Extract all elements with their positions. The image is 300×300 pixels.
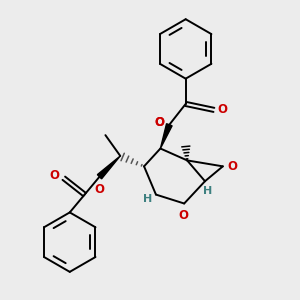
Text: O: O xyxy=(178,209,189,222)
Text: O: O xyxy=(49,169,59,182)
Polygon shape xyxy=(98,156,120,179)
Text: H: H xyxy=(203,186,213,196)
Text: H: H xyxy=(143,194,152,204)
Text: O: O xyxy=(227,160,237,173)
Text: O: O xyxy=(94,183,104,196)
Polygon shape xyxy=(160,124,172,148)
Text: O: O xyxy=(218,103,227,116)
Text: O: O xyxy=(155,116,165,129)
Text: O: O xyxy=(155,116,165,129)
